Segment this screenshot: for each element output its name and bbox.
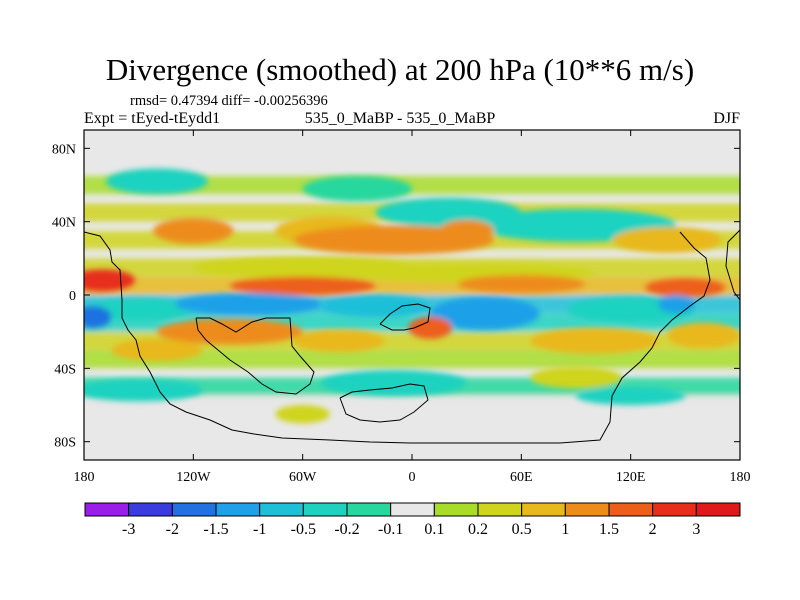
y-tick-label-4: 80S [54, 436, 76, 451]
colorbar-label-2: -1.5 [203, 521, 228, 538]
field-cell-29 [320, 370, 467, 396]
field-cell-7 [439, 219, 494, 242]
colorbar-label-4: -0.5 [291, 521, 316, 538]
x-tick-label-5: 120E [616, 470, 646, 485]
x-tick-label-4: 60E [510, 470, 533, 485]
colorbar-swatch-14 [695, 502, 741, 517]
colorbar-label-0: -3 [122, 521, 135, 538]
colorbar-swatch-1 [128, 502, 173, 517]
zonal-band-10 [84, 396, 740, 414]
colorbar-swatch-13 [652, 502, 697, 517]
colorbar-label-13: 3 [692, 521, 700, 538]
field-cell-15 [84, 298, 194, 321]
field-cell-14 [645, 278, 726, 297]
x-axis: 180 120W 60W 0 60E 120E 180 [74, 130, 751, 485]
field-cell-16 [175, 293, 321, 316]
field-cell-27 [111, 339, 203, 361]
field-cell-1 [302, 175, 413, 202]
colorbar-label-6: -0.1 [378, 521, 403, 538]
colorbar-label-1: -2 [166, 521, 179, 538]
field-cell-8 [612, 227, 722, 253]
colorbar-swatch-7 [390, 502, 435, 517]
continent-africa [379, 303, 431, 331]
y-tick-label-0: 80N [52, 142, 76, 157]
continent-america [195, 317, 315, 395]
colorbar-swatch-9 [477, 502, 523, 517]
zonal-band-0 [84, 176, 740, 194]
run-comparison-label: 535_0_MaBP - 535_0_MaBP [304, 110, 496, 127]
field-layer [84, 168, 740, 424]
season-label: DJF [713, 110, 740, 127]
colorbar-swatch-11 [564, 502, 610, 517]
x-tick-label-6: 180 [730, 470, 751, 485]
land-outlines [84, 229, 740, 444]
colorbar-swatch-2 [171, 502, 217, 517]
y-axis: 80N 40N 0 40S 80S [52, 142, 740, 451]
field-cell-32 [275, 405, 330, 424]
zonal-band-8 [84, 350, 740, 369]
field-cell-0 [105, 168, 208, 195]
colorbar-swatch-0 [84, 502, 130, 517]
field-cell-26 [667, 322, 740, 349]
colorbar-swatch-10 [521, 502, 566, 517]
colorbar-swatch-8 [433, 502, 479, 517]
field-cell-17 [320, 295, 431, 317]
colorbar-swatch-5 [302, 502, 348, 517]
colorbar-swatch-4 [259, 502, 304, 517]
field-cell-4 [153, 218, 234, 244]
y-tick-label-1: 40N [52, 216, 76, 231]
colorbar-label-7: 0.1 [424, 521, 444, 538]
field-cell-28 [84, 379, 203, 402]
field-cell-12 [229, 276, 376, 296]
field-cell-21 [408, 317, 453, 339]
field-cell-13 [457, 274, 586, 294]
coastline-west-pacific [84, 231, 711, 444]
colorbar-label-11: 1.5 [599, 521, 619, 538]
field-cell-24 [293, 329, 385, 352]
colorbar-label-5: -0.2 [334, 521, 359, 538]
colorbar-swatch-3 [215, 502, 261, 517]
field-cell-25 [530, 328, 658, 354]
colorbar-label-12: 2 [649, 521, 657, 538]
colorbar-label-10: 1 [561, 521, 569, 538]
colorbar: -3 -2 -1.5 -1 -0.5 -0.2 -0.1 0.1 0.2 0.5 1 1.5 2 3 [84, 502, 741, 538]
x-tick-label-1: 120W [176, 470, 211, 485]
field-cell-23 [156, 318, 303, 345]
field-cell-11 [84, 269, 136, 292]
x-tick-label-0: 180 [74, 470, 95, 485]
colorbar-label-8: 0.2 [468, 521, 488, 538]
chart-title: Divergence (smoothed) at 200 hPa (10**6 … [105, 52, 695, 87]
field-cell-18 [430, 296, 540, 330]
colorbar-label-9: 0.5 [512, 521, 532, 538]
field-cell-20 [84, 306, 112, 328]
stats-text: rmsd= 0.47394 diff= -0.00256396 [130, 93, 328, 109]
field-cell-22 [658, 295, 695, 314]
field-cell-30 [576, 386, 686, 406]
y-tick-label-2: 0 [69, 289, 76, 304]
field-cell-31 [530, 366, 622, 389]
colorbar-label-3: -1 [253, 521, 266, 538]
colorbar-swatch-12 [608, 502, 654, 517]
experiment-label: Expt = tEyed-tEydd1 [84, 110, 221, 127]
x-tick-label-2: 60W [289, 470, 317, 485]
y-tick-label-3: 40S [54, 362, 76, 377]
colorbar-swatch-6 [346, 502, 392, 517]
x-tick-label-3: 0 [409, 470, 416, 485]
continent-antarctic-patch [339, 383, 429, 423]
